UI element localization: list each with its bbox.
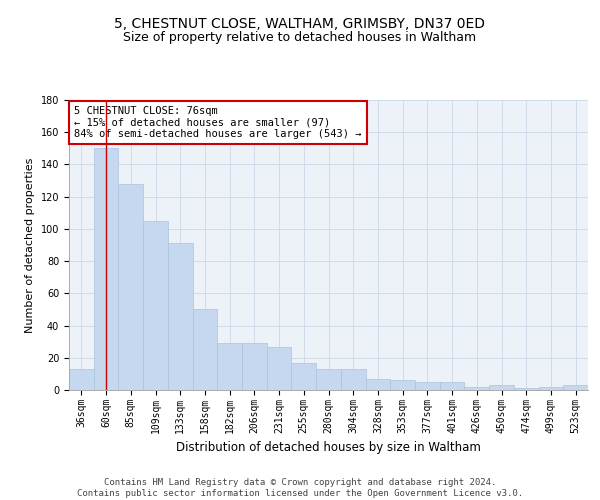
- Bar: [539, 387, 563, 390]
- Text: 5, CHESTNUT CLOSE, WALTHAM, GRIMSBY, DN37 0ED: 5, CHESTNUT CLOSE, WALTHAM, GRIMSBY, DN3…: [115, 18, 485, 32]
- Bar: [217, 344, 242, 390]
- Bar: [143, 221, 168, 390]
- Bar: [69, 369, 94, 390]
- Bar: [489, 385, 514, 390]
- Bar: [168, 244, 193, 390]
- Bar: [440, 382, 464, 390]
- Text: 5 CHESTNUT CLOSE: 76sqm
← 15% of detached houses are smaller (97)
84% of semi-de: 5 CHESTNUT CLOSE: 76sqm ← 15% of detache…: [74, 106, 362, 139]
- Text: Contains HM Land Registry data © Crown copyright and database right 2024.
Contai: Contains HM Land Registry data © Crown c…: [77, 478, 523, 498]
- Bar: [365, 378, 390, 390]
- Bar: [316, 369, 341, 390]
- Y-axis label: Number of detached properties: Number of detached properties: [25, 158, 35, 332]
- Bar: [390, 380, 415, 390]
- X-axis label: Distribution of detached houses by size in Waltham: Distribution of detached houses by size …: [176, 441, 481, 454]
- Bar: [563, 385, 588, 390]
- Bar: [292, 362, 316, 390]
- Bar: [94, 148, 118, 390]
- Bar: [267, 346, 292, 390]
- Bar: [415, 382, 440, 390]
- Bar: [341, 369, 365, 390]
- Text: Size of property relative to detached houses in Waltham: Size of property relative to detached ho…: [124, 31, 476, 44]
- Bar: [242, 344, 267, 390]
- Bar: [514, 388, 539, 390]
- Bar: [464, 387, 489, 390]
- Bar: [118, 184, 143, 390]
- Bar: [193, 310, 217, 390]
